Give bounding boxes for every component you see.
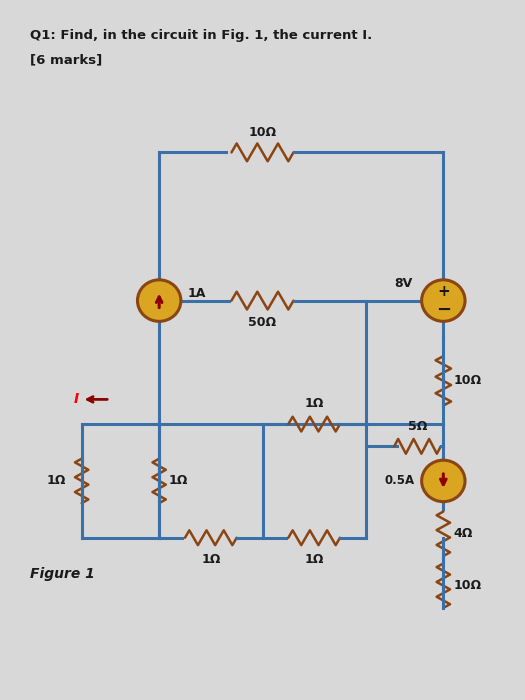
Text: 1Ω: 1Ω: [304, 552, 324, 566]
Text: +: +: [437, 284, 450, 299]
Text: 4Ω: 4Ω: [454, 527, 473, 540]
Text: 50Ω: 50Ω: [248, 316, 277, 330]
Text: 1A: 1A: [187, 287, 206, 300]
Text: Figure 1: Figure 1: [30, 568, 94, 582]
Text: Q1: Find, in the circuit in Fig. 1, the current I.: Q1: Find, in the circuit in Fig. 1, the …: [30, 29, 372, 42]
Text: 10Ω: 10Ω: [454, 374, 482, 387]
Text: −: −: [436, 300, 451, 318]
Text: [6 marks]: [6 marks]: [30, 54, 102, 66]
Text: 1Ω: 1Ω: [304, 398, 324, 410]
Text: 5Ω: 5Ω: [408, 420, 427, 433]
Text: 10Ω: 10Ω: [248, 125, 277, 139]
Text: 1Ω: 1Ω: [47, 475, 66, 487]
Text: 10Ω: 10Ω: [454, 579, 482, 592]
Text: 0.5A: 0.5A: [385, 475, 415, 487]
Text: I: I: [74, 393, 79, 407]
Text: 1Ω: 1Ω: [169, 475, 188, 487]
Circle shape: [422, 460, 465, 502]
Circle shape: [138, 280, 181, 321]
Text: 8V: 8V: [394, 276, 412, 290]
Circle shape: [422, 280, 465, 321]
Text: 1Ω: 1Ω: [201, 552, 220, 566]
